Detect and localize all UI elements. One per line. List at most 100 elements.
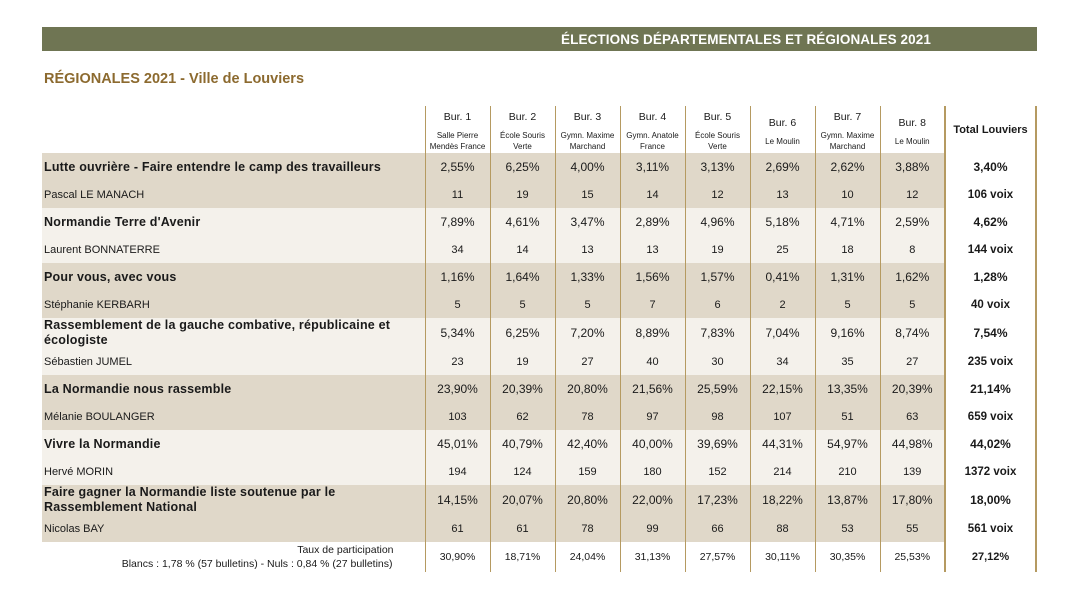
percent-cell: 7,04%: [749, 318, 815, 348]
votes-cell: 34: [749, 348, 815, 375]
votes-cell: 14: [489, 236, 555, 263]
blancs-nuls-note: Blancs : 1,78 % (57 bulletins) - Nuls : …: [121, 558, 393, 570]
percent-cell: 21,56%: [619, 375, 685, 403]
votes-cell: 210: [814, 458, 880, 485]
participation-row: Taux de participation Blancs : 1,78 % (57…: [42, 542, 1037, 572]
total-votes: 561 voix: [944, 515, 1037, 542]
bureau-location: Salle Pierre Mendès France: [429, 131, 486, 151]
votes-cell: 66: [684, 515, 750, 542]
votes-cell: 12: [879, 181, 945, 208]
list-row: Normandie Terre d'Avenir 7,89% 4,61% 3,47% 2…: [42, 208, 1037, 236]
percent-cell: 4,96%: [684, 208, 750, 236]
percent-cell: 20,39%: [489, 375, 555, 403]
percent-cell: 1,31%: [814, 263, 880, 291]
total-percent: 44,02%: [944, 430, 1037, 458]
participation-cell: 24,04%: [554, 542, 620, 572]
list-name: La Normandie nous rassemble: [42, 375, 425, 403]
bureau-header: Bur. 8 Le Moulin: [879, 106, 945, 153]
votes-cell: 30: [684, 348, 750, 375]
list-row: Lutte ouvrière - Faire entendre le camp …: [42, 153, 1037, 181]
percent-cell: 8,74%: [879, 318, 945, 348]
total-votes: 144 voix: [944, 236, 1037, 263]
percent-cell: 7,20%: [554, 318, 620, 348]
percent-cell: 25,59%: [684, 375, 750, 403]
percent-cell: 23,90%: [424, 375, 490, 403]
votes-cell: 180: [619, 458, 685, 485]
bureau-location: Le Moulin: [894, 136, 930, 146]
bureau-number: Bur. 1: [443, 111, 472, 123]
bureau-number: Bur. 7: [833, 111, 862, 123]
bureau-header: Bur. 3 Gymn. Maxime Marchand: [554, 106, 620, 153]
participation-cell: 30,90%: [424, 542, 490, 572]
percent-cell: 4,61%: [489, 208, 555, 236]
list-name: Lutte ouvrière - Faire entendre le camp …: [42, 153, 425, 181]
votes-cell: 40: [619, 348, 685, 375]
list-row: La Normandie nous rassemble 23,90% 20,39% 2…: [42, 375, 1037, 403]
percent-cell: 2,59%: [879, 208, 945, 236]
votes-cell: 23: [424, 348, 490, 375]
list-row: Pour vous, avec vous 1,16% 1,64% 1,33% 1,56%…: [42, 263, 1037, 291]
votes-cell: 53: [814, 515, 880, 542]
percent-cell: 20,80%: [554, 375, 620, 403]
percent-cell: 2,89%: [619, 208, 685, 236]
candidate-name: Hervé MORIN: [42, 458, 425, 485]
percent-cell: 39,69%: [684, 430, 750, 458]
percent-cell: 22,00%: [619, 485, 685, 515]
votes-cell: 13: [749, 181, 815, 208]
votes-cell: 103: [424, 403, 490, 430]
title-banner: ÉLECTIONS DÉPARTEMENTALES ET RÉGIONALES …: [42, 27, 1037, 51]
percent-cell: 7,89%: [424, 208, 490, 236]
footer-labels: Taux de participation Blancs : 1,78 % (57…: [42, 542, 425, 572]
candidate-name: Nicolas BAY: [42, 515, 425, 542]
percent-cell: 6,25%: [489, 318, 555, 348]
bureau-header: Bur. 1 Salle Pierre Mendès France: [424, 106, 490, 153]
votes-cell: 11: [424, 181, 490, 208]
percent-cell: 1,64%: [489, 263, 555, 291]
list-row: Faire gagner la Normandie liste soutenue…: [42, 485, 1037, 515]
header-row: Bur. 1 Salle Pierre Mendès France Bur. 2 Éc…: [42, 106, 1037, 153]
bureau-number: Bur. 3: [573, 111, 602, 123]
votes-cell: 159: [554, 458, 620, 485]
votes-cell: 5: [424, 291, 490, 318]
votes-cell: 14: [619, 181, 685, 208]
total-participation: 27,12%: [944, 542, 1037, 572]
percent-cell: 1,33%: [554, 263, 620, 291]
votes-cell: 5: [489, 291, 555, 318]
votes-cell: 5: [814, 291, 880, 318]
participation-cell: 25,53%: [879, 542, 945, 572]
votes-cell: 107: [749, 403, 815, 430]
bureau-header: Bur. 6 Le Moulin: [749, 106, 815, 153]
votes-cell: 139: [879, 458, 945, 485]
percent-cell: 1,16%: [424, 263, 490, 291]
votes-cell: 8: [879, 236, 945, 263]
votes-cell: 6: [684, 291, 750, 318]
percent-cell: 13,87%: [814, 485, 880, 515]
percent-cell: 1,62%: [879, 263, 945, 291]
total-percent: 1,28%: [944, 263, 1037, 291]
percent-cell: 4,71%: [814, 208, 880, 236]
list-name: Vivre la Normandie: [42, 430, 425, 458]
votes-cell: 13: [554, 236, 620, 263]
percent-cell: 20,39%: [879, 375, 945, 403]
percent-cell: 22,15%: [749, 375, 815, 403]
votes-cell: 61: [424, 515, 490, 542]
percent-cell: 1,57%: [684, 263, 750, 291]
percent-cell: 42,40%: [554, 430, 620, 458]
participation-cell: 18,71%: [489, 542, 555, 572]
percent-cell: 5,34%: [424, 318, 490, 348]
list-row: Vivre la Normandie 45,01% 40,79% 42,40% 40,0…: [42, 430, 1037, 458]
votes-cell: 152: [684, 458, 750, 485]
total-percent: 18,00%: [944, 485, 1037, 515]
votes-cell: 78: [554, 403, 620, 430]
percent-cell: 14,15%: [424, 485, 490, 515]
votes-cell: 18: [814, 236, 880, 263]
candidate-name: Sébastien JUMEL: [42, 348, 425, 375]
bureau-header: Bur. 2 École Souris Verte: [489, 106, 555, 153]
total-percent: 7,54%: [944, 318, 1037, 348]
votes-cell: 62: [489, 403, 555, 430]
percent-cell: 13,35%: [814, 375, 880, 403]
percent-cell: 20,80%: [554, 485, 620, 515]
percent-cell: 54,97%: [814, 430, 880, 458]
list-name: Rassemblement de la gauche combative, ré…: [42, 318, 425, 348]
participation-label: Taux de participation: [297, 544, 394, 556]
